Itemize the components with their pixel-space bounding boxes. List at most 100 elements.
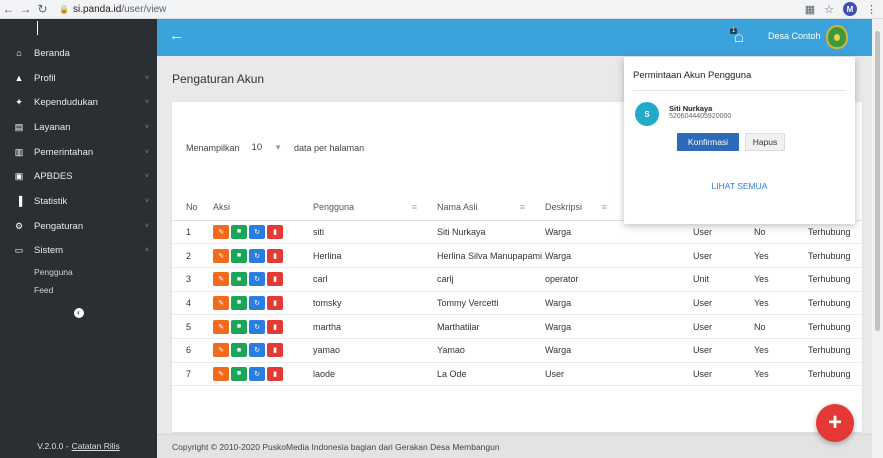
user-name[interactable]: Desa Contoh [768, 31, 821, 41]
per-page-control: Menampilkan 10 ▼ data per halaman [186, 142, 364, 153]
pencil-icon[interactable]: ✎ [213, 366, 229, 381]
table-cell: User [679, 220, 740, 245]
profile-avatar[interactable]: M [843, 2, 857, 16]
sidebar-item-statistik[interactable]: ▐ Statistik ˅ [0, 189, 157, 214]
sidebar-item-profil[interactable]: ▲ Profil ˅ [0, 66, 157, 91]
table-cell-empty [613, 243, 679, 268]
lock-icon[interactable]: ■ [231, 295, 247, 310]
menu-kebab-icon[interactable]: ⋮ [866, 3, 877, 16]
chevron-down-icon[interactable]: ▼ [274, 143, 283, 152]
table-cell: Yes [740, 362, 794, 387]
sidebar-item-pengaturan[interactable]: ⚙ Pengaturan ˅ [0, 214, 157, 239]
sidebar-item-layanan[interactable]: ▤ Layanan ˅ [0, 115, 157, 140]
sidebar-item-apbdes[interactable]: ▣ APBDES ˅ [0, 164, 157, 189]
table-cell: User [531, 362, 613, 387]
table-cell: User [679, 338, 740, 363]
gear-icon: ⚙ [14, 220, 24, 231]
forward-arrow-icon[interactable]: → [19, 2, 32, 16]
lock-icon[interactable]: ■ [231, 224, 247, 239]
table-cell: Warga [531, 243, 613, 268]
collapse-sidebar-button[interactable]: ‹ [0, 307, 157, 319]
pencil-icon[interactable]: ✎ [213, 343, 229, 358]
delete-request-button[interactable]: Hapus [745, 133, 785, 151]
per-page-prefix: Menampilkan [186, 142, 240, 153]
sidebar-item-beranda[interactable]: ⌂ Beranda [0, 41, 157, 66]
column-header-nama-asli[interactable]: Nama Asli ≡ [423, 194, 531, 221]
trash-icon[interactable]: ▮ [267, 319, 283, 334]
column-header-pengguna[interactable]: Pengguna ≡ [299, 194, 423, 221]
table-cell: Herlina Silva Manupapami [423, 243, 542, 268]
table-cell: Warga [531, 314, 613, 339]
refresh-icon[interactable]: ↻ [249, 224, 265, 239]
table-cell: martha [299, 314, 423, 339]
translate-icon[interactable]: ▦ [804, 3, 816, 16]
trash-icon[interactable]: ▮ [267, 295, 283, 310]
refresh-icon[interactable]: ↻ [249, 272, 265, 287]
sort-icon[interactable]: ≡ [519, 201, 525, 212]
trash-icon[interactable]: ▮ [267, 224, 283, 239]
release-notes-link[interactable]: Catatan Rilis [71, 441, 120, 451]
actions-cell: ✎ ■ ↻ ▮ [199, 338, 299, 363]
lock-icon[interactable]: ■ [231, 343, 247, 358]
refresh-icon[interactable]: ↻ [249, 319, 265, 334]
sidebar-subitem-feed[interactable]: Feed [34, 285, 54, 296]
sidebar-subitem-pengguna[interactable]: Pengguna [34, 267, 73, 278]
sidebar-item-label: Pengaturan [34, 220, 84, 232]
trash-icon[interactable]: ▮ [267, 248, 283, 263]
vertical-scrollbar[interactable] [872, 19, 883, 458]
see-all-link[interactable]: LIHAT SEMUA [711, 181, 768, 191]
browser-toolbar: ← → ↻ 🔒 si.panda.id/user/view ▦ ☆ M ⋮ [0, 0, 883, 19]
users-table: No Aksi Pengguna ≡ Nama Asli ≡ Deskripsi ≡ … [172, 194, 862, 387]
sort-icon[interactable]: ≡ [601, 201, 607, 212]
actions-cell: ✎ ■ ↻ ▮ [199, 267, 299, 292]
table-cell-empty [613, 362, 679, 387]
accounts-card: Menampilkan 10 ▼ data per halaman No Aks… [172, 102, 862, 432]
trash-icon[interactable]: ▮ [267, 343, 283, 358]
pencil-icon[interactable]: ✎ [213, 319, 229, 334]
url-path: /user/view [121, 3, 167, 15]
sidebar-item-pemerintahan[interactable]: ▥ Pemerintahan ˅ [0, 140, 157, 165]
table-cell: Terhubung [794, 220, 862, 245]
actions-cell: ✎ ■ ↻ ▮ [199, 362, 299, 387]
lock-icon[interactable]: ■ [231, 248, 247, 263]
per-page-select[interactable]: 10 [251, 142, 263, 153]
table-cell: yamao [299, 338, 423, 363]
table-cell: Warga [531, 338, 613, 363]
refresh-icon[interactable]: ↻ [249, 295, 265, 310]
building-icon: ▥ [14, 146, 24, 157]
sidebar-item-sistem[interactable]: ▭ Sistem ˄ [0, 239, 157, 264]
refresh-icon[interactable]: ↻ [249, 366, 265, 381]
lock-icon[interactable]: ■ [231, 319, 247, 334]
star-icon[interactable]: ☆ [824, 3, 834, 16]
chevron-down-icon: ˅ [144, 197, 149, 205]
confirm-button[interactable]: Konfirmasi [677, 133, 739, 151]
lock-icon[interactable]: ■ [231, 366, 247, 381]
table-cell: Yes [740, 338, 794, 363]
back-arrow-icon[interactable]: ← [2, 2, 15, 16]
column-header-deskripsi[interactable]: Deskripsi ≡ [531, 194, 613, 221]
table-row: 2 ✎ ■ ↻ ▮ Herlina Herlina Silva Manupapami Warg… [172, 243, 862, 268]
scrollbar-thumb[interactable] [875, 31, 880, 331]
sort-icon[interactable]: ≡ [411, 201, 417, 212]
pencil-icon[interactable]: ✎ [213, 295, 229, 310]
add-user-button[interactable]: + [816, 404, 854, 442]
column-header-no[interactable]: No [172, 194, 199, 221]
actions-cell: ✎ ■ ↻ ▮ [199, 314, 299, 339]
refresh-icon[interactable]: ↻ [249, 248, 265, 263]
reload-icon[interactable]: ↻ [37, 2, 48, 16]
back-icon[interactable]: ← [169, 27, 184, 44]
address-bar[interactable]: 🔒 si.panda.id/user/view [59, 4, 166, 15]
lock-icon[interactable]: ■ [231, 272, 247, 287]
pencil-icon[interactable]: ✎ [213, 224, 229, 239]
village-logo[interactable] [826, 25, 848, 49]
notification-button[interactable]: ☖ 1 [730, 28, 750, 46]
sidebar-item-kependudukan[interactable]: ✦ Kependudukan ˅ [0, 90, 157, 115]
table-row: 5 ✎ ■ ↻ ▮ martha Marthatilar Warga User No Terhubu… [172, 314, 862, 339]
pencil-icon[interactable]: ✎ [213, 272, 229, 287]
trash-icon[interactable]: ▮ [267, 366, 283, 381]
pencil-icon[interactable]: ✎ [213, 248, 229, 263]
trash-icon[interactable]: ▮ [267, 272, 283, 287]
refresh-icon[interactable]: ↻ [249, 343, 265, 358]
sidebar-footer: V.2.0.0 - Catatan Rilis [0, 434, 157, 458]
table-cell: Terhubung [794, 314, 862, 339]
